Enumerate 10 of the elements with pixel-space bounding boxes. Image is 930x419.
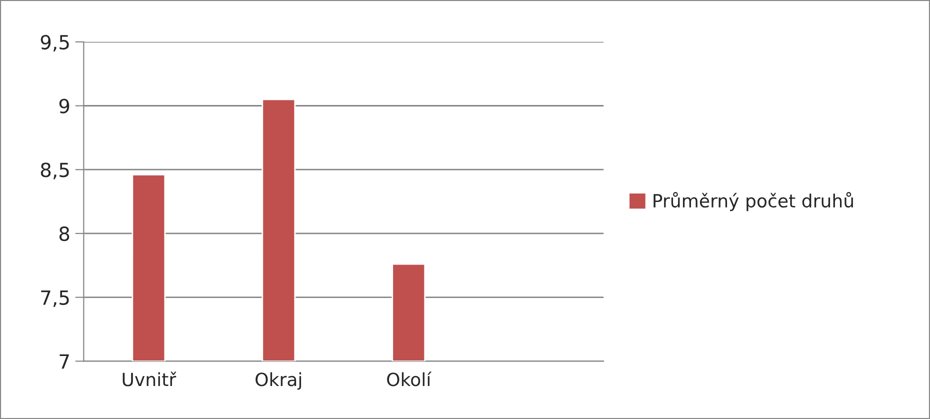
- legend-label: Průměrný počet druhů: [654, 192, 853, 212]
- y-tick-label: 7,5: [41, 290, 69, 307]
- y-tick-label: 8: [59, 226, 70, 242]
- y-tick-label: 9: [59, 98, 70, 114]
- x-tick-label: Okolí: [387, 372, 432, 386]
- x-tick-label: Uvnitř: [122, 372, 176, 386]
- x-tick-label: Okraj: [256, 372, 302, 390]
- y-tick-label: 9,5: [40, 34, 69, 52]
- y-tick-label: 8,5: [40, 162, 69, 180]
- y-tick-label: 7: [60, 354, 69, 369]
